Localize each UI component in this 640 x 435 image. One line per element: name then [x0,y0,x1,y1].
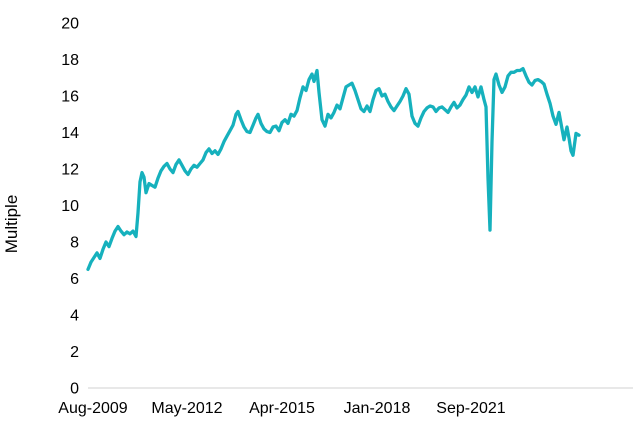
y-axis-tick-label: 10 [61,198,79,215]
y-axis-title: Multiple [2,195,21,254]
y-axis-tick-labels: 0 2 4 6 8 10 12 14 16 18 20 [61,16,79,398]
y-axis-tick-label: 0 [70,381,79,398]
x-axis-tick-label: Apr-2015 [249,400,315,417]
y-axis-tick-label: 18 [61,52,79,69]
y-axis-tick-label: 14 [61,125,79,142]
data-series-line [86,66,581,272]
y-axis-tick-label: 20 [61,16,79,33]
y-axis-tick-label: 16 [61,89,79,106]
x-axis-tick-label: May-2012 [151,400,222,417]
x-axis-tick-labels: Aug-2009 May-2012 Apr-2015 Jan-2018 Sep-2021 [58,400,505,417]
x-axis-tick-label: Sep-2021 [436,400,505,417]
y-axis-tick-label: 8 [70,235,79,252]
y-axis-tick-label: 4 [70,308,79,325]
y-axis-tick-label: 12 [61,162,79,179]
x-axis-tick-label: Aug-2009 [58,400,127,417]
y-axis-tick-label: 6 [70,271,79,288]
x-axis-tick-label: Jan-2018 [344,400,411,417]
y-axis-tick-label: 2 [70,344,79,361]
